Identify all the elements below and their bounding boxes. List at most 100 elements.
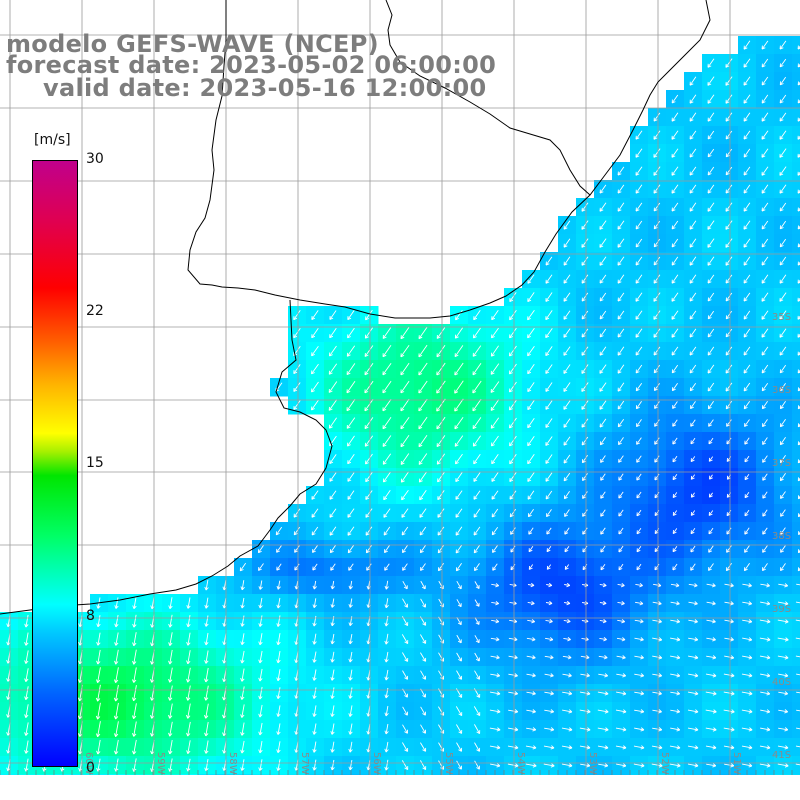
- wind-vector-arrow: [796, 583, 800, 586]
- wind-vector-arrow: [546, 527, 552, 535]
- wind-vector-arrow: [311, 328, 319, 339]
- wind-vector-arrow: [725, 364, 733, 374]
- wind-vector-arrow: [761, 76, 769, 86]
- wind-vector-arrow: [473, 472, 481, 482]
- wind-vector-arrow: [96, 615, 101, 628]
- wind-vector-arrow: [690, 456, 696, 463]
- wind-vector-arrow: [420, 563, 426, 571]
- wind-vector-arrow: [581, 455, 588, 464]
- wind-vector-arrow: [545, 400, 553, 410]
- wind-vector-arrow: [401, 526, 409, 536]
- wind-vector-arrow: [707, 148, 715, 158]
- wind-vector-arrow: [779, 310, 787, 320]
- wind-vector-arrow: [635, 274, 643, 284]
- wind-vector-arrow: [671, 328, 679, 338]
- wind-vector-arrow: [779, 401, 786, 410]
- wind-vector-arrow: [564, 527, 570, 535]
- wind-vector-arrow: [671, 148, 679, 158]
- wind-vector-arrow: [633, 763, 645, 768]
- wind-vector-arrow: [436, 327, 446, 339]
- wind-vector-arrow: [796, 691, 800, 694]
- wind-vector-arrow: [688, 619, 698, 624]
- wind-vector-arrow: [527, 327, 535, 339]
- wind-vector-arrow: [545, 436, 553, 446]
- wind-vector-arrow: [561, 763, 573, 768]
- wind-vector-arrow: [707, 382, 715, 392]
- wind-vector-arrow: [581, 418, 589, 428]
- wind-vector-arrow: [617, 292, 625, 302]
- wind-vector-arrow: [597, 727, 609, 732]
- wind-vector-arrow: [723, 709, 735, 714]
- wind-vector-arrow: [114, 649, 119, 665]
- wind-vector-arrow: [258, 686, 263, 700]
- wind-vector-arrow: [743, 184, 751, 194]
- wind-vector-arrow: [653, 184, 661, 194]
- wind-vector-arrow: [689, 238, 697, 248]
- wind-vector-arrow: [671, 238, 679, 248]
- wind-vector-arrow: [563, 436, 571, 446]
- wind-vector-arrow: [204, 597, 209, 609]
- wind-vector-arrow: [507, 745, 519, 750]
- wind-vector-arrow: [581, 202, 589, 212]
- wind-vector-arrow: [599, 418, 607, 428]
- wind-vector-arrow: [795, 637, 800, 640]
- wind-vector-arrow: [777, 655, 789, 660]
- wind-vector-arrow: [329, 454, 337, 465]
- wind-vector-arrow: [131, 667, 137, 683]
- wind-vector-arrow: [706, 763, 717, 768]
- wind-vector-arrow: [581, 400, 589, 410]
- wind-vector-arrow: [760, 727, 771, 732]
- wind-vector-arrow: [312, 563, 318, 571]
- wind-vector-arrow: [635, 184, 643, 194]
- wind-vector-arrow: [723, 745, 735, 750]
- wind-vector-arrow: [490, 763, 501, 768]
- wind-vector-arrow: [618, 437, 624, 446]
- wind-vector-arrow: [599, 582, 607, 588]
- wind-vector-arrow: [276, 705, 281, 717]
- wind-vector-arrow: [653, 292, 661, 302]
- longitude-label: 60W: [83, 752, 94, 775]
- wind-vector-arrow: [258, 741, 263, 754]
- wind-vector-arrow: [795, 745, 800, 748]
- wind-vector-arrow: [707, 202, 715, 212]
- wind-speed-cell: [792, 360, 800, 379]
- wind-speed-cell: [792, 36, 800, 55]
- wind-vector-arrow: [491, 490, 499, 500]
- wind-vector-arrow: [671, 383, 678, 392]
- wind-vector-arrow: [742, 601, 752, 606]
- wind-vector-arrow: [276, 741, 281, 753]
- wind-speed-cell: [792, 648, 800, 667]
- latitude-label: 35S: [772, 312, 791, 323]
- wind-vector-arrow: [670, 727, 681, 732]
- wind-vector-arrow: [402, 652, 409, 662]
- wind-vector-arrow: [489, 709, 501, 714]
- wind-vector-arrow: [420, 742, 427, 752]
- wind-vector-arrow: [258, 650, 263, 664]
- wind-vector-arrow: [474, 670, 480, 680]
- wind-vector-arrow: [293, 508, 301, 518]
- wind-vector-arrow: [617, 184, 625, 194]
- wind-vector-arrow: [276, 687, 281, 699]
- wind-vector-arrow: [492, 545, 498, 553]
- wind-vector-arrow: [454, 380, 464, 394]
- wind-vector-arrow: [689, 292, 697, 302]
- wind-vector-arrow: [725, 94, 733, 104]
- wind-vector-arrow: [455, 309, 463, 321]
- wind-vector-arrow: [185, 703, 191, 719]
- wind-vector-arrow: [725, 563, 732, 572]
- wind-vector-arrow: [707, 328, 715, 338]
- wind-vector-arrow: [240, 722, 245, 736]
- wind-vector-arrow: [635, 401, 642, 410]
- wind-vector-arrow: [582, 491, 588, 499]
- wind-vector-arrow: [599, 600, 607, 606]
- wind-vector-arrow: [797, 495, 800, 500]
- wind-vector-arrow: [24, 722, 29, 736]
- wind-vector-arrow: [670, 637, 681, 642]
- wind-vector-arrow: [419, 508, 427, 518]
- wind-vector-arrow: [456, 617, 462, 626]
- wind-vector-arrow: [654, 401, 660, 409]
- wind-vector-arrow: [579, 727, 591, 732]
- wind-vector-arrow: [474, 617, 480, 625]
- wind-vector-arrow: [454, 416, 464, 430]
- wind-vector-arrow: [400, 435, 410, 448]
